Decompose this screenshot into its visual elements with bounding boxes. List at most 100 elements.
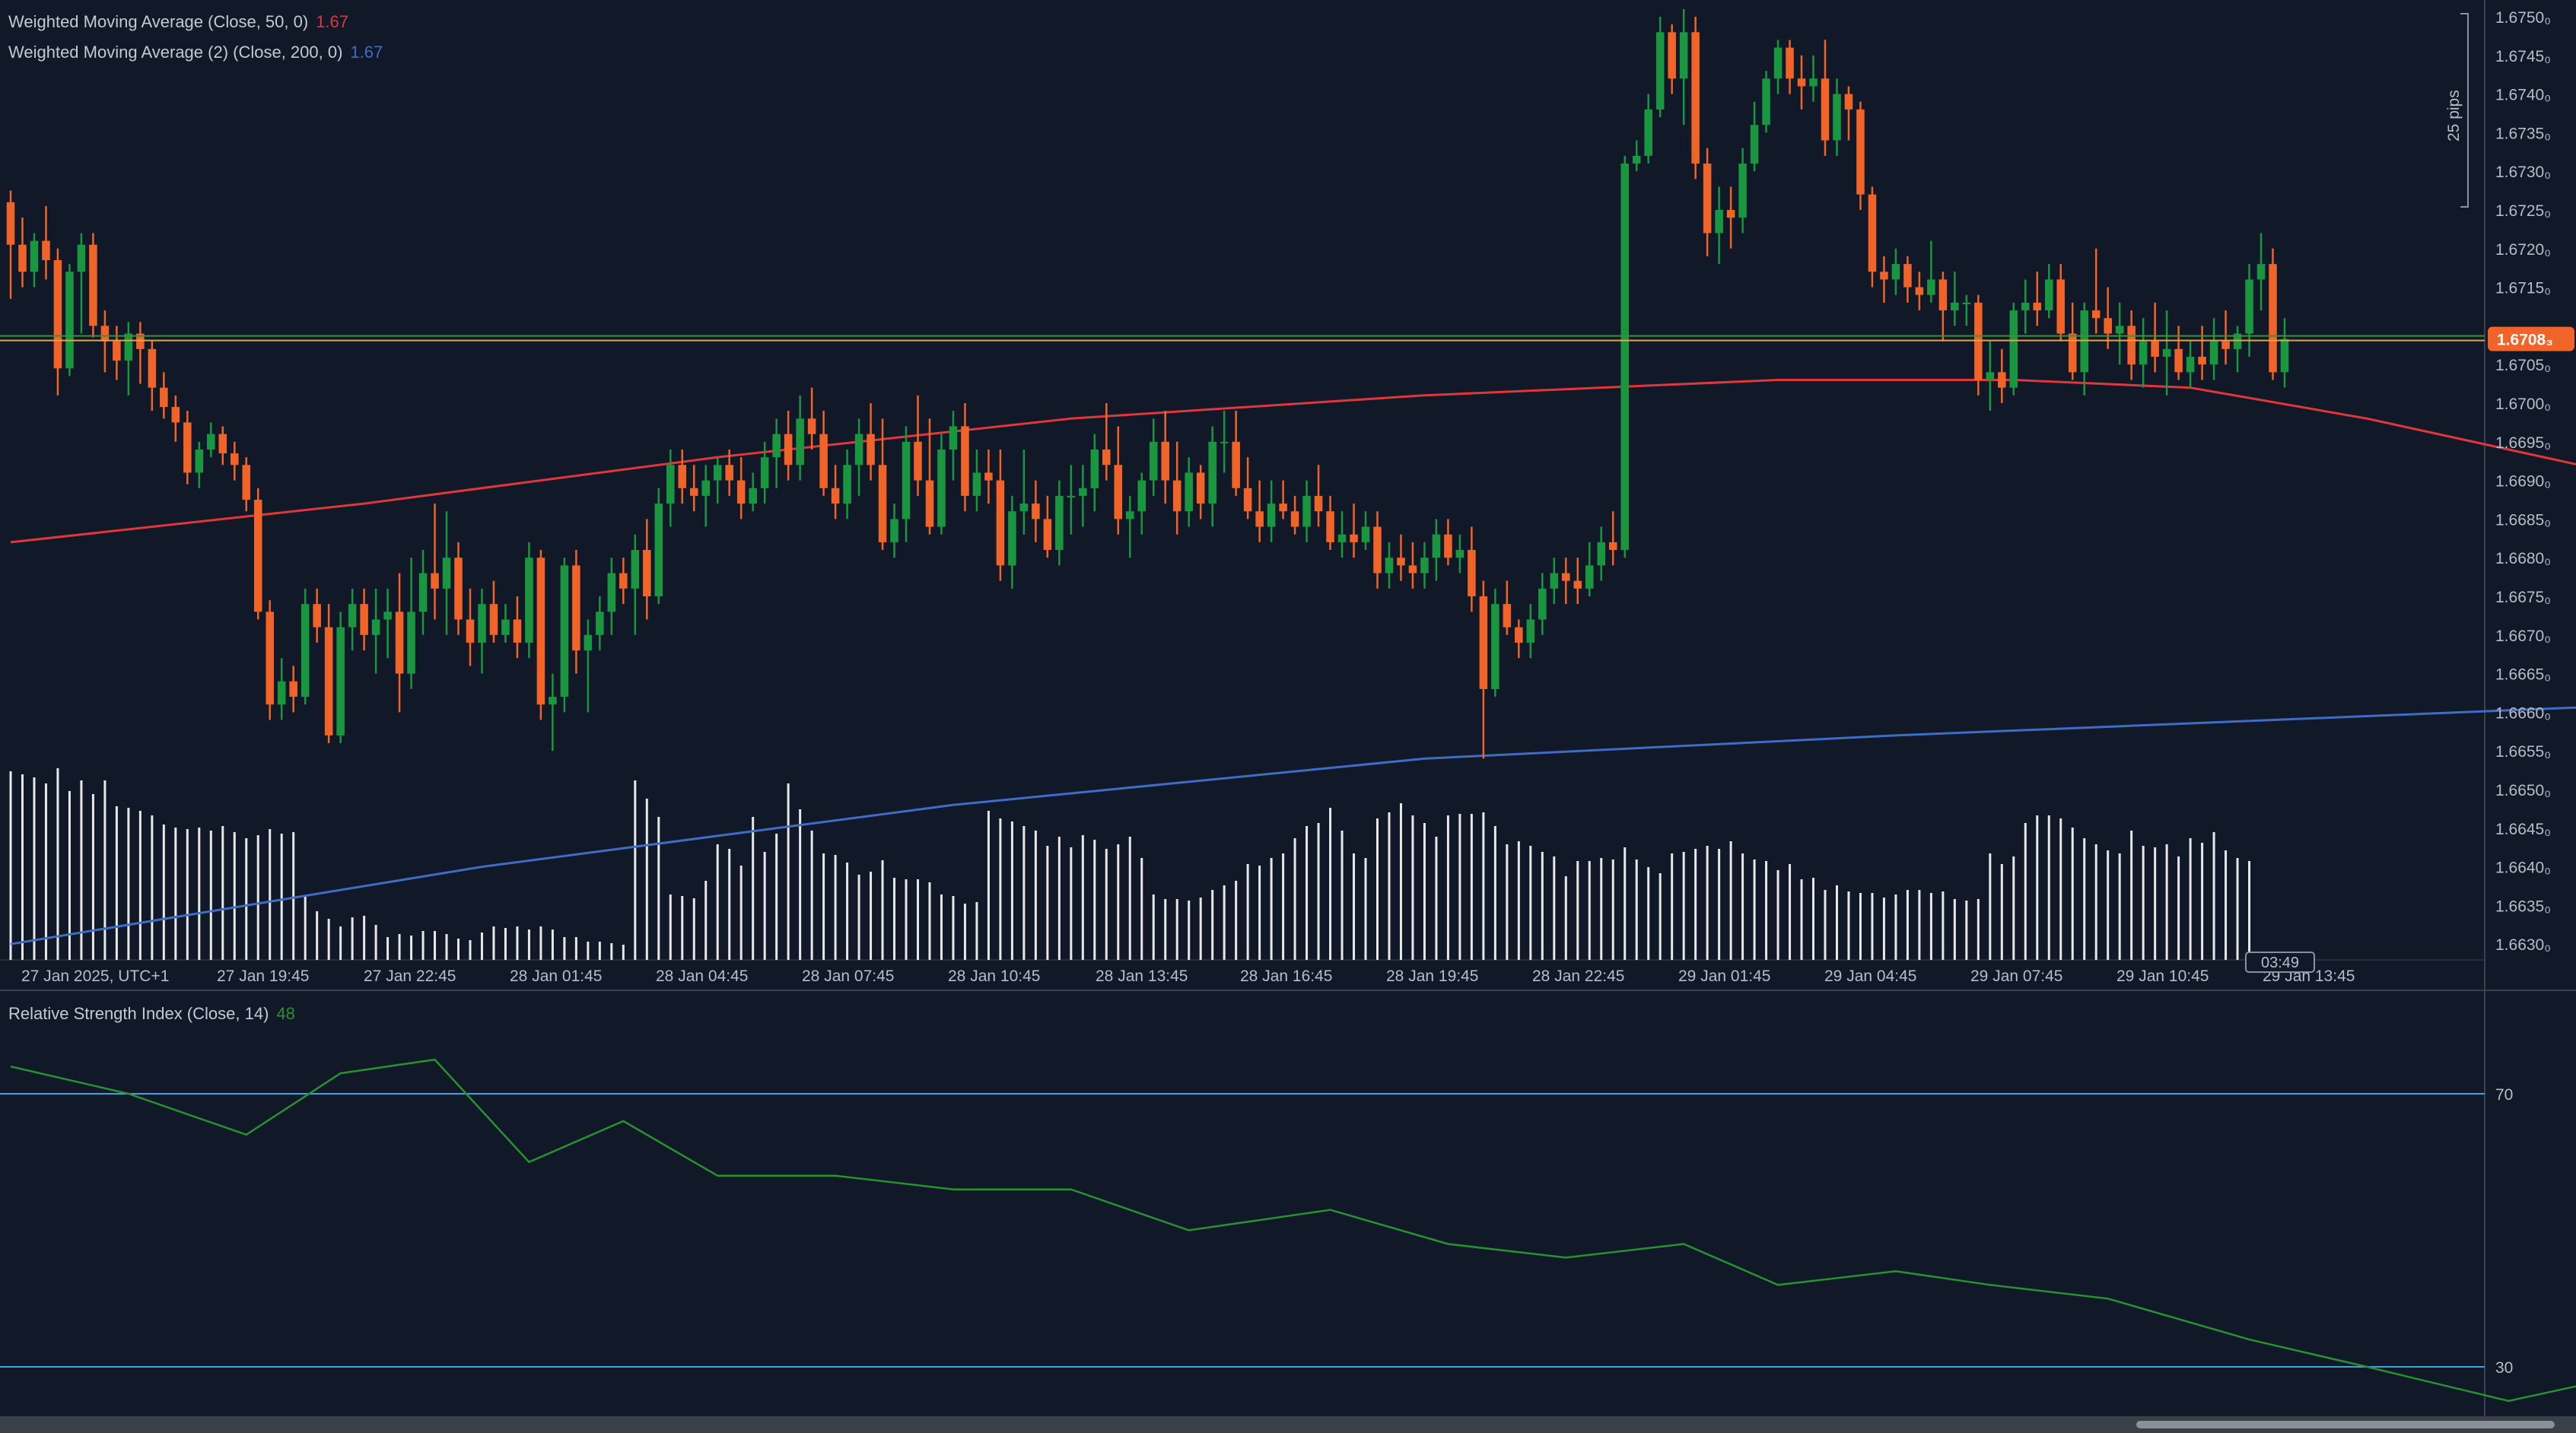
- candle-body: [1079, 488, 1087, 496]
- current-price-badge[interactable]: [2488, 326, 2574, 351]
- candle-body: [1043, 519, 1052, 551]
- pips-label: 25 pips: [2445, 90, 2463, 141]
- candle-body: [431, 573, 439, 589]
- candle-body: [701, 480, 711, 496]
- candle-body: [371, 619, 380, 635]
- candle-body: [230, 453, 239, 465]
- candle-body: [1361, 526, 1370, 542]
- candle-body: [937, 449, 946, 527]
- candle-body: [654, 504, 663, 596]
- price-tick-label: 1.6680₀: [2495, 550, 2551, 567]
- price-tick-label: 1.6720₀: [2495, 241, 2551, 259]
- legend-wma50[interactable]: Weighted Moving Average (Close, 50, 0) 1.…: [8, 12, 348, 32]
- candle-body: [1620, 164, 1629, 551]
- candle-body: [1350, 534, 1358, 542]
- candle-body: [2256, 264, 2266, 280]
- candle-body: [2009, 310, 2018, 388]
- candle-body: [513, 619, 522, 643]
- time-tick-label: 28 Jan 10:45: [948, 968, 1040, 985]
- price-tick-label: 1.6705₀: [2495, 357, 2551, 374]
- candle-body: [867, 434, 875, 465]
- candle-body: [2245, 279, 2253, 334]
- pips-bracket: [2460, 13, 2469, 208]
- candle-body: [30, 240, 39, 272]
- candle-body: [1515, 627, 1523, 643]
- price-tick-label: 1.6735₀: [2495, 125, 2551, 142]
- price-tick-label: 1.6725₀: [2495, 202, 2551, 220]
- candle-body: [336, 627, 345, 736]
- candle-body: [53, 260, 62, 369]
- candle-body: [819, 434, 828, 488]
- candle-body: [442, 558, 451, 589]
- candle-body: [501, 619, 510, 635]
- candle-body: [6, 202, 15, 245]
- candle-body: [289, 681, 297, 697]
- candle-body: [854, 434, 863, 465]
- candle-body: [1468, 550, 1476, 596]
- candle-body: [1597, 542, 1606, 566]
- candle-body: [89, 244, 97, 326]
- candle-body: [1585, 565, 1594, 589]
- candle-body: [831, 488, 840, 504]
- candle-body: [678, 465, 687, 488]
- price-tick-label: 1.6630₀: [2495, 936, 2551, 954]
- candle-body: [560, 565, 569, 697]
- candle-body: [1149, 441, 1158, 481]
- candle-body: [984, 472, 993, 481]
- candle-body: [2162, 348, 2171, 357]
- candle-body: [2209, 341, 2218, 365]
- legend-wma200[interactable]: Weighted Moving Average (2) (Close, 200,…: [8, 43, 383, 62]
- time-tick-label: 27 Jan 19:45: [217, 968, 309, 985]
- candle-body: [2269, 264, 2277, 373]
- horizontal-scrollbar[interactable]: [0, 1416, 2576, 1433]
- candle-body: [1479, 596, 1488, 689]
- candle-body: [749, 488, 757, 504]
- time-tick-label: 28 Jan 07:45: [802, 968, 894, 985]
- candle-body: [1738, 164, 1747, 218]
- rsi-tick-70: 70: [2495, 1086, 2513, 1104]
- candle-body: [395, 612, 404, 674]
- candle-body: [1998, 372, 2006, 388]
- candle-body: [1891, 264, 1900, 280]
- price-tick-label: 1.6655₀: [2495, 743, 2551, 761]
- candle-body: [1337, 534, 1347, 542]
- candle-body: [2280, 338, 2289, 373]
- candle-body: [1903, 264, 1912, 288]
- legend-rsi[interactable]: Relative Strength Index (Close, 14) 48: [8, 1004, 295, 1024]
- candle-body: [1550, 573, 1559, 589]
- candle-body: [1032, 504, 1040, 520]
- candle-body: [1786, 47, 1794, 79]
- candle-body: [324, 627, 333, 736]
- candle-body: [1220, 441, 1229, 443]
- candle-body: [784, 434, 793, 465]
- candle-body: [77, 244, 86, 272]
- time-tick-label: 29 Jan 01:45: [1678, 968, 1770, 985]
- candle-body: [1302, 495, 1311, 527]
- candle-body: [525, 558, 533, 643]
- candle-body: [843, 465, 851, 504]
- scrollbar-thumb[interactable]: [2136, 1421, 2555, 1428]
- candle-body: [218, 434, 227, 454]
- candle-body: [489, 604, 498, 635]
- candle-body: [2033, 302, 2042, 311]
- legend-wma200-label: Weighted Moving Average (2) (Close, 200,…: [8, 43, 343, 62]
- candle-body: [1102, 449, 1111, 465]
- candle-body: [1008, 511, 1016, 566]
- candle-body: [2115, 326, 2124, 334]
- price-tick-label: 1.6700₀: [2495, 396, 2551, 413]
- candle-body: [736, 480, 746, 504]
- candle-body: [1279, 504, 1287, 512]
- candle-body: [1385, 558, 1394, 574]
- candle-body: [1185, 472, 1193, 512]
- candle-body: [1455, 550, 1465, 558]
- candle-body: [1632, 155, 1641, 164]
- candle-body: [725, 465, 733, 481]
- candle-body: [2080, 310, 2088, 373]
- candle-body: [160, 387, 168, 408]
- candle-body: [1090, 449, 1099, 488]
- candle-body: [1951, 302, 1959, 311]
- candle-body: [1868, 194, 1877, 272]
- candle-body: [1668, 32, 1676, 79]
